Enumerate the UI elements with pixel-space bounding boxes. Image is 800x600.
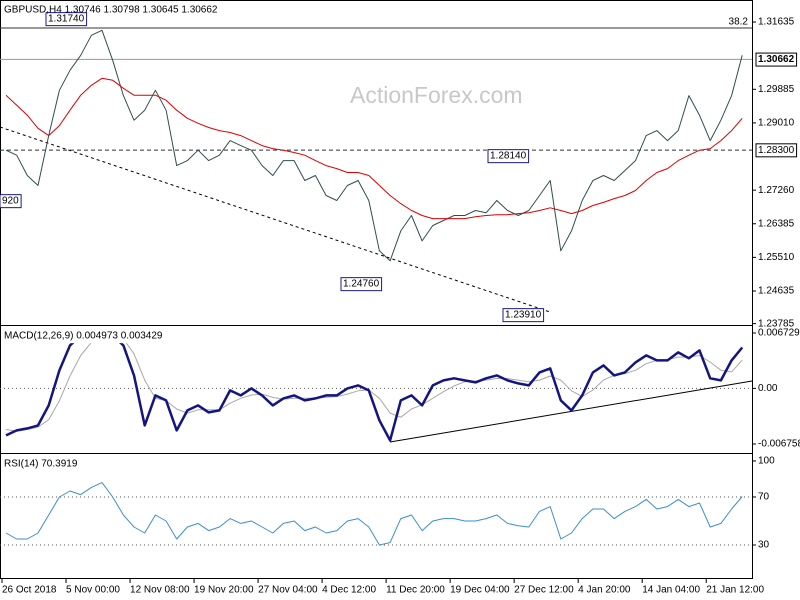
y-tick-label: -0.006758	[758, 439, 800, 450]
x-tick-label: 4 Jan 20:00	[578, 585, 631, 596]
label-box	[755, 52, 798, 67]
label-box	[1, 329, 166, 344]
annotation: 1.23910	[505, 310, 542, 321]
y-tick-label: 1.26385	[758, 218, 795, 229]
x-tick-label: 19 Dec 04:00	[450, 585, 510, 596]
y-tick-label: 1.29885	[758, 84, 795, 95]
y-tick-label: 1.31635	[758, 17, 795, 28]
x-tick-label: 19 Nov 20:00	[194, 585, 254, 596]
y-tick-label: 1.27260	[758, 185, 795, 196]
x-tick-label: 12 Nov 08:00	[130, 585, 190, 596]
series-line	[5, 29, 743, 262]
y-tick-label: 1.25510	[758, 252, 795, 263]
label-box	[487, 149, 530, 164]
label-box	[0, 194, 22, 209]
x-tick-label: 14 Jan 04:00	[642, 585, 700, 596]
annotation: 1.28140	[490, 151, 527, 162]
annotation: 920	[2, 196, 19, 207]
y-tick-label: 1.23785	[758, 318, 795, 329]
y-tick-label: 0.00	[758, 383, 778, 394]
level-label: 38.2	[729, 17, 749, 28]
y-tick-label: 0.006729	[758, 328, 800, 339]
x-tick-label: 4 Dec 12:00	[322, 585, 376, 596]
x-tick-label: 27 Dec 12:00	[514, 585, 574, 596]
x-tick-label: 5 Nov 00:00	[66, 585, 120, 596]
label-box	[755, 143, 798, 158]
level-label: 1.28300	[758, 145, 795, 156]
label-box	[502, 308, 545, 323]
annotation: 1.31740	[48, 14, 85, 25]
y-tick-label: 1.24635	[758, 286, 795, 297]
trend-line	[0, 126, 551, 313]
label-box	[45, 12, 88, 27]
watermark: ActionForex.com	[350, 82, 523, 108]
y-tick-label: 30	[758, 540, 770, 551]
label-box	[1, 457, 81, 472]
panel-title: MACD(12,26,9) 0.004973 0.003429	[4, 331, 163, 342]
panel-title: RSI(14) 70.3919	[4, 459, 78, 470]
x-tick-label: 21 Jan 12:00	[706, 585, 764, 596]
panel-title: GBPUSD,H4 1.30746 1.30798 1.30645 1.3066…	[4, 5, 218, 16]
y-tick-label: 100	[758, 456, 775, 467]
series-line	[5, 331, 744, 442]
series-line	[5, 77, 743, 220]
frame	[0, 0, 753, 579]
y-tick-label: 1.29010	[758, 118, 795, 129]
x-tick-label: 27 Nov 04:00	[258, 585, 318, 596]
price-label: 1.30662	[758, 54, 795, 65]
y-tick-label: 70	[758, 492, 770, 503]
series-line	[5, 482, 743, 546]
label-box	[340, 277, 383, 292]
x-tick-label: 26 Oct 2018	[2, 585, 57, 596]
x-tick-label: 11 Dec 20:00	[386, 585, 445, 596]
annotation: 1.24760	[343, 279, 380, 290]
